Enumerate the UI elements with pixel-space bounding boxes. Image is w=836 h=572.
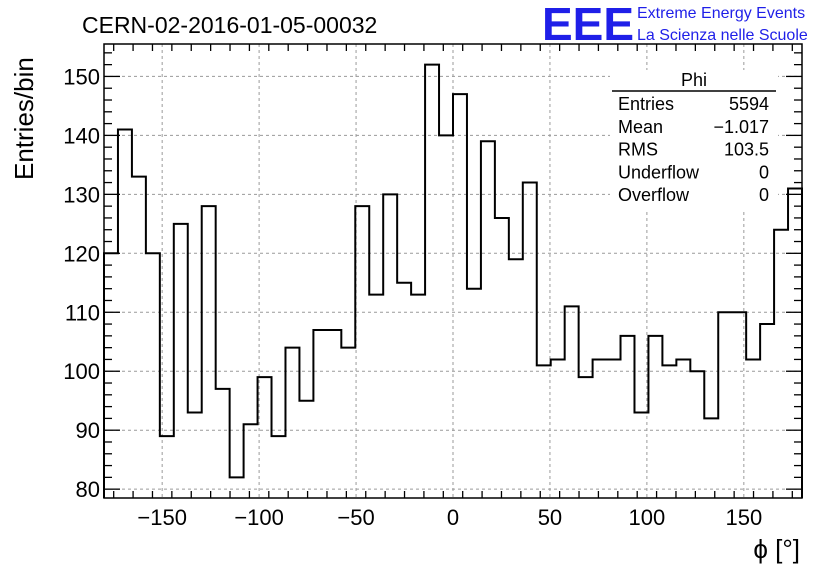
histogram-bin bbox=[299, 401, 313, 498]
histogram-bin bbox=[188, 413, 202, 498]
stats-row-value: 0 bbox=[759, 162, 769, 182]
y-tick-label: 110 bbox=[65, 300, 100, 325]
y-tick-label: 140 bbox=[63, 123, 100, 148]
histogram-bin bbox=[285, 348, 299, 498]
y-tick-label: 90 bbox=[76, 418, 100, 443]
histogram-bin bbox=[104, 253, 118, 498]
stats-row-value: −1.017 bbox=[713, 117, 769, 137]
stats-row-label: Overflow bbox=[618, 185, 690, 205]
histogram-bin bbox=[244, 424, 258, 498]
histogram-bin bbox=[467, 289, 481, 498]
logo-line-1: Extreme Energy Events bbox=[637, 5, 805, 22]
histogram-bin bbox=[676, 359, 690, 498]
histogram-bin bbox=[397, 283, 411, 498]
histogram-bin bbox=[788, 188, 802, 498]
stats-row-label: Mean bbox=[618, 117, 663, 137]
grid-lines bbox=[104, 44, 802, 498]
chart-title: CERN-02-2016-01-05-00032 bbox=[82, 12, 377, 38]
histogram-bin bbox=[313, 330, 327, 498]
histogram-bin bbox=[774, 230, 788, 498]
stats-box-title: Phi bbox=[681, 70, 707, 90]
x-tick-label: 150 bbox=[725, 505, 762, 530]
histogram-bin bbox=[523, 183, 537, 498]
histogram-bin bbox=[425, 65, 439, 498]
histogram-bin bbox=[174, 224, 188, 498]
histogram-bin bbox=[760, 324, 774, 498]
y-tick-label: 80 bbox=[76, 477, 100, 502]
histogram-bin bbox=[690, 371, 704, 498]
histogram-bin bbox=[327, 330, 341, 498]
histogram-bin bbox=[704, 418, 718, 498]
stats-rows: Entries 5594 Mean −1.017 RMS 103.5 Underflow 0 O… bbox=[618, 94, 769, 205]
stats-row-value: 0 bbox=[759, 185, 769, 205]
axes bbox=[103, 43, 803, 499]
y-tick-label: 130 bbox=[63, 182, 100, 207]
stats-box-background bbox=[610, 70, 778, 210]
y-tick-label: 100 bbox=[63, 359, 100, 384]
histogram-bin bbox=[411, 295, 425, 498]
y-tick-label: 120 bbox=[63, 241, 100, 266]
stats-row-value: 5594 bbox=[729, 94, 769, 114]
histogram-bin bbox=[495, 218, 509, 498]
x-tick-label: −150 bbox=[137, 505, 187, 530]
stats-box: Phi Entries 5594 Mean −1.017 RMS 103.5 Underfl… bbox=[610, 70, 778, 210]
histogram-bin bbox=[369, 295, 383, 498]
histogram-bin bbox=[551, 359, 565, 498]
histogram-bin bbox=[439, 135, 453, 498]
histogram-bin bbox=[272, 436, 286, 498]
histogram-bin bbox=[537, 365, 551, 498]
histogram-bin bbox=[746, 359, 760, 498]
histogram-bin bbox=[509, 259, 523, 498]
x-tick-label: 50 bbox=[538, 505, 562, 530]
histogram-bin bbox=[355, 206, 369, 498]
histogram-series bbox=[103, 63, 803, 498]
y-axis-label: Entries/bin bbox=[9, 57, 39, 180]
histogram-bin bbox=[383, 194, 397, 498]
histogram-bin bbox=[607, 359, 621, 498]
tick-labels: −150 −100 −50 0 50 100 150 80 90 100 110 120 130 140 1… bbox=[63, 64, 762, 530]
x-tick-label: 0 bbox=[447, 505, 459, 530]
logo-line-2: La Scienza nelle Scuole bbox=[637, 27, 808, 44]
histogram-bin bbox=[230, 477, 244, 498]
histogram-bin bbox=[341, 348, 355, 498]
stats-row-value: 103.5 bbox=[724, 140, 769, 160]
histogram-bin bbox=[202, 206, 216, 498]
x-tick-label: 100 bbox=[629, 505, 666, 530]
eee-logo: EEE Extreme Energy Events La Scienza nel… bbox=[542, 0, 808, 50]
stats-row-label: Entries bbox=[618, 94, 674, 114]
histogram-bin bbox=[662, 365, 676, 498]
histogram-bin bbox=[481, 141, 495, 498]
histogram-bin bbox=[579, 377, 593, 498]
histogram-bin bbox=[732, 312, 746, 498]
histogram-bin bbox=[146, 253, 160, 498]
histogram-bin bbox=[634, 413, 648, 498]
logo-mark: EEE bbox=[542, 0, 634, 50]
histogram-bin bbox=[718, 312, 732, 498]
x-tick-label: −50 bbox=[337, 505, 374, 530]
stats-row-label: Underflow bbox=[618, 162, 700, 182]
histogram-bin bbox=[118, 129, 132, 498]
histogram-bin bbox=[258, 377, 272, 498]
histogram-bin bbox=[160, 436, 174, 498]
stats-row-label: RMS bbox=[618, 140, 658, 160]
histogram-bin bbox=[621, 336, 635, 498]
x-axis-label: ϕ [°] bbox=[753, 534, 800, 564]
histogram-bin bbox=[593, 359, 607, 498]
histogram-bin bbox=[648, 336, 662, 498]
histogram-bin bbox=[565, 306, 579, 498]
histogram-bin bbox=[132, 177, 146, 498]
histogram-outline bbox=[103, 63, 803, 498]
plot-frame bbox=[103, 43, 803, 499]
x-tick-label: −100 bbox=[234, 505, 284, 530]
histogram-bin bbox=[216, 389, 230, 498]
y-tick-label: 150 bbox=[63, 64, 100, 89]
histogram-bin bbox=[453, 94, 467, 498]
